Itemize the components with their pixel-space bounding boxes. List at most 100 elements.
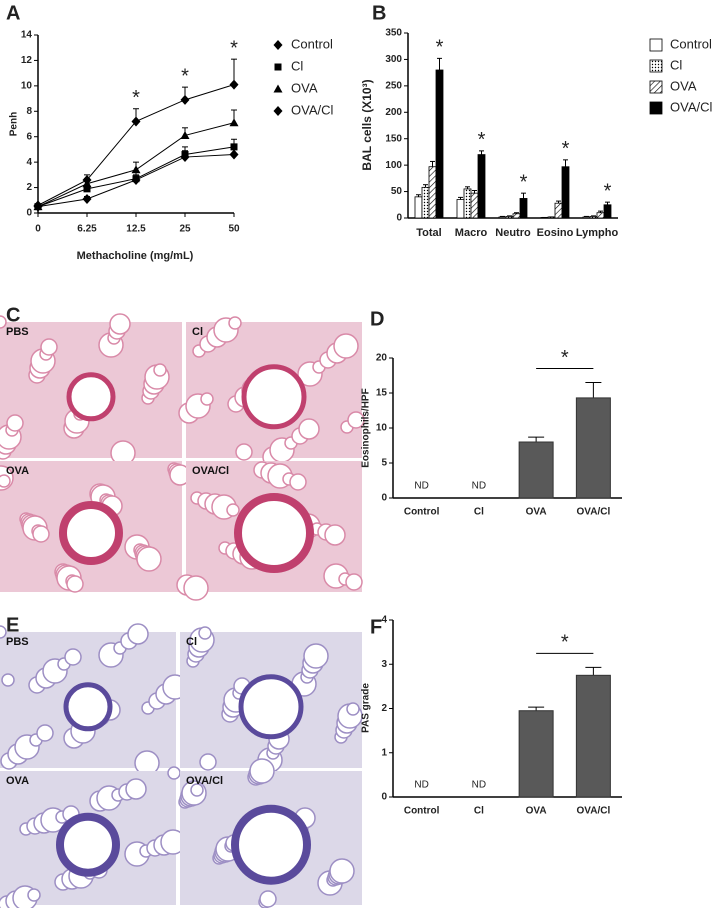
panel-label: F [370, 616, 382, 638]
alveolus [324, 524, 346, 546]
x-tick-label: Eosino [537, 227, 574, 239]
legend-label: Control [670, 36, 712, 51]
airway [63, 682, 113, 732]
x-tick-label: Macro [455, 227, 488, 239]
alveolus [136, 546, 162, 572]
y-tick-label: 10 [21, 80, 33, 91]
alveolus [226, 503, 240, 517]
airway [231, 804, 311, 885]
alveolus [303, 643, 329, 669]
x-tick-label: OVA [526, 806, 547, 817]
alveolus [40, 338, 58, 356]
y-tick-label: 14 [21, 30, 33, 41]
image-label: OVA [6, 465, 29, 477]
alveolus [109, 313, 131, 335]
image-label: OVA/Cl [186, 775, 223, 787]
x-tick-label: OVA/Cl [577, 507, 611, 518]
alveolus [6, 414, 24, 432]
value-label: ND [472, 481, 486, 492]
data-point [83, 185, 91, 193]
alveolus [66, 575, 84, 593]
x-tick-label: Control [404, 507, 440, 518]
y-tick-label: 2 [381, 703, 387, 714]
y-tick-label: 0 [396, 213, 402, 224]
data-point [229, 118, 239, 127]
alveolus [259, 890, 277, 908]
alveolus [1, 673, 15, 687]
bar [421, 186, 430, 219]
image-label: OVA/Cl [192, 465, 229, 477]
significance-star: * [230, 37, 238, 59]
alveolus [347, 411, 365, 429]
value-label: ND [414, 780, 428, 791]
x-tick-label: 12.5 [126, 224, 146, 235]
alveolus [345, 573, 363, 591]
y-tick-label: 5 [381, 458, 387, 469]
alveolus [0, 625, 7, 639]
value-label: ND [472, 780, 486, 791]
bar [518, 710, 554, 798]
legend-marker [273, 40, 283, 50]
bar [456, 199, 465, 219]
y-tick-label: 200 [385, 107, 402, 118]
x-tick-label: 6.25 [77, 224, 97, 235]
bar [575, 397, 611, 499]
legend-marker [273, 84, 283, 93]
significance-star: * [561, 347, 569, 369]
bar [470, 192, 479, 219]
legend-swatch [649, 59, 663, 73]
y-tick-label: 15 [376, 388, 388, 399]
significance-star: * [520, 171, 528, 193]
x-tick-label: Cl [474, 507, 484, 518]
significance-star: * [478, 129, 486, 151]
alveolus [167, 766, 181, 780]
alveolus [289, 473, 307, 491]
significance-star: * [562, 138, 570, 160]
alveolus [183, 575, 209, 601]
data-point [82, 174, 92, 185]
bar [554, 202, 563, 219]
significance-star: * [181, 65, 189, 87]
y-tick-label: 12 [21, 55, 33, 66]
x-tick-label: Neutro [495, 227, 531, 239]
alveolus [190, 783, 204, 797]
alveolus [0, 315, 7, 329]
legend-swatch [649, 38, 663, 52]
y-tick-label: 3 [381, 659, 387, 670]
y-tick-label: 4 [381, 615, 387, 626]
panel-label: C [6, 304, 20, 326]
alveolus [329, 858, 355, 884]
significance-star: * [436, 37, 444, 59]
x-tick-label: 25 [179, 224, 191, 235]
y-tick-label: 1 [381, 747, 387, 758]
y-tick-label: 6 [26, 131, 32, 142]
alveolus [333, 333, 359, 359]
y-axis-label: Eosinophils/HPF [361, 388, 372, 467]
x-tick-label: Control [404, 806, 440, 817]
legend-swatch [649, 101, 663, 115]
x-tick-label: 50 [228, 224, 240, 235]
data-point [131, 165, 141, 174]
significance-star: * [561, 632, 569, 654]
data-point [131, 116, 141, 127]
y-tick-label: 350 [385, 28, 402, 39]
alveolus [64, 648, 82, 666]
data-point [229, 149, 239, 160]
alveolus [298, 418, 320, 440]
panel-label: E [6, 614, 19, 636]
image-label: Cl [192, 326, 203, 338]
bar [498, 216, 507, 219]
bar [463, 188, 472, 219]
x-tick-label: Cl [474, 806, 484, 817]
image-label: PBS [6, 636, 29, 648]
alveolus [125, 778, 147, 800]
image-label: Cl [186, 636, 197, 648]
legend-label: OVA/Cl [670, 99, 712, 114]
x-tick-label: Total [416, 227, 441, 239]
alveolus [200, 392, 214, 406]
data-point [82, 194, 92, 205]
data-point [230, 143, 238, 151]
y-tick-label: 250 [385, 80, 402, 91]
x-tick-label: OVA/Cl [577, 806, 611, 817]
